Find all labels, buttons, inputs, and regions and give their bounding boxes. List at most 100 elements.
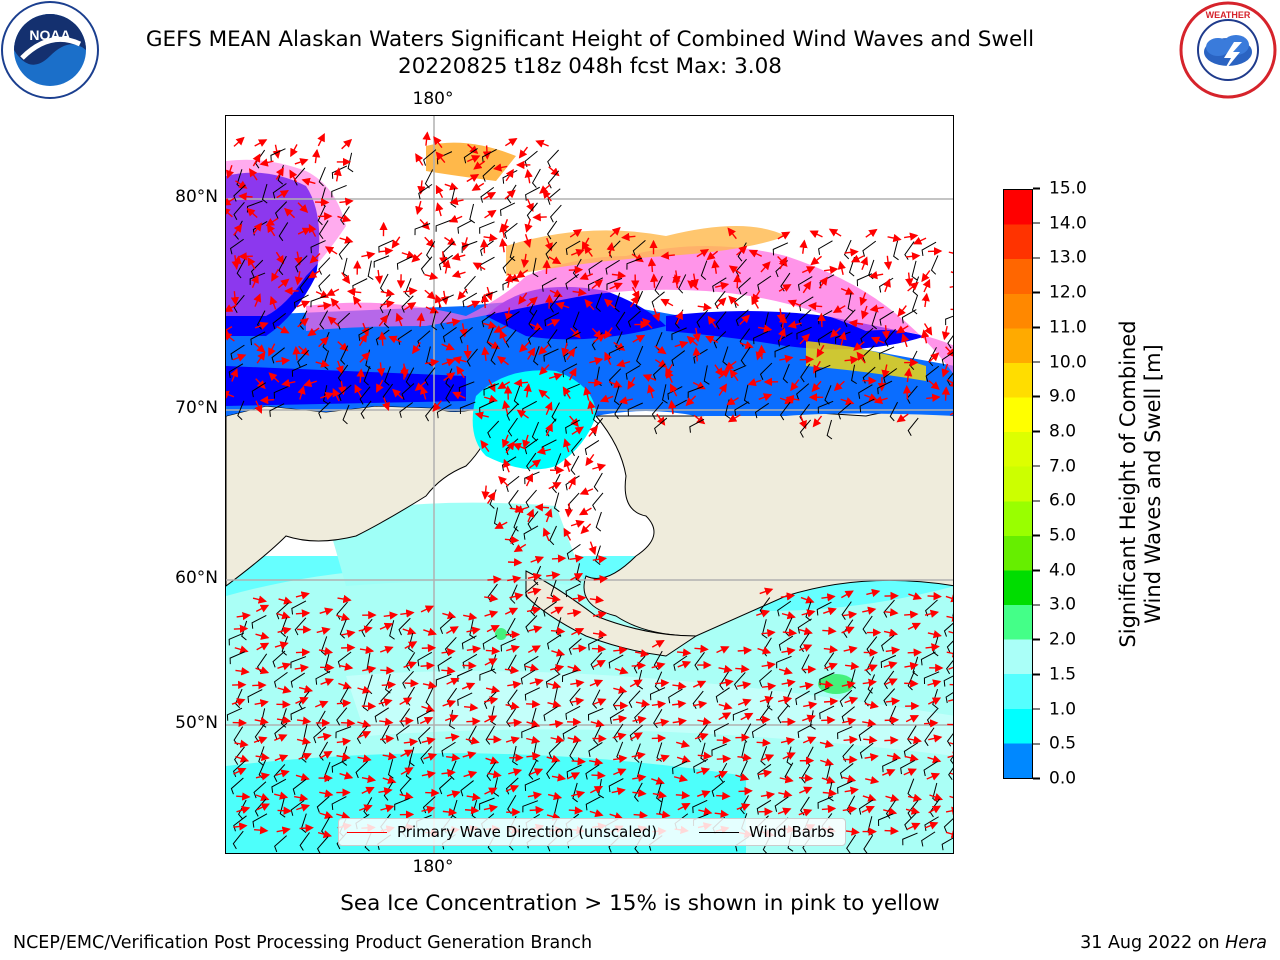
wave-direction-arrow xyxy=(904,661,919,671)
wind-barb xyxy=(635,290,644,311)
wind-barb xyxy=(331,165,348,179)
colorbar-tick: 12.0 xyxy=(1033,284,1103,302)
wave-direction-arrow xyxy=(549,719,564,729)
wind-barb xyxy=(777,705,789,724)
wave-direction-arrow xyxy=(570,327,581,339)
wind-barb xyxy=(777,600,792,617)
wave-direction-arrow xyxy=(603,327,613,340)
wind-barb xyxy=(592,492,604,511)
wave-direction-arrow xyxy=(433,136,443,149)
wave-direction-arrow xyxy=(380,666,395,675)
wave-direction-arrow xyxy=(497,355,509,366)
wave-direction-arrow xyxy=(403,302,417,311)
wave-direction-arrow xyxy=(303,379,317,388)
wave-direction-arrow xyxy=(655,718,670,727)
wind-barb xyxy=(526,202,538,221)
wave-direction-arrow xyxy=(718,383,727,396)
wave-direction-arrow xyxy=(473,160,486,170)
wave-direction-arrow xyxy=(853,341,865,351)
wind-barb xyxy=(751,723,767,739)
wave-direction-arrow xyxy=(254,699,269,708)
nws-logo: WEATHER xyxy=(1178,0,1278,100)
colorbar-tick: 6.0 xyxy=(1033,492,1103,510)
wave-direction-arrow xyxy=(512,442,527,451)
wave-direction-arrow xyxy=(466,174,480,183)
wind-barb xyxy=(761,619,768,639)
wave-direction-arrow xyxy=(226,165,234,179)
wind-barb xyxy=(405,367,415,387)
wave-direction-arrow xyxy=(903,232,919,241)
wave-direction-arrow xyxy=(544,508,553,523)
wave-direction-arrow xyxy=(550,664,565,673)
wind-barb xyxy=(945,315,953,326)
wave-direction-arrow xyxy=(593,575,609,584)
wind-barb xyxy=(401,383,415,400)
wave-direction-arrow xyxy=(927,697,942,706)
wave-direction-arrow xyxy=(716,754,732,764)
wind-barb xyxy=(233,184,246,202)
wave-direction-arrow xyxy=(424,272,439,281)
map-panel[interactable] xyxy=(225,115,954,854)
wind-barb xyxy=(774,344,790,358)
wave-direction-arrow xyxy=(505,168,514,182)
wave-direction-arrow xyxy=(546,812,561,821)
wave-direction-arrow xyxy=(382,775,397,784)
wind-barb xyxy=(512,745,518,766)
wind-barb xyxy=(313,726,327,744)
wave-direction-arrow xyxy=(259,395,275,405)
wave-direction-arrow xyxy=(513,378,529,388)
wave-direction-arrow xyxy=(501,434,510,449)
wind-barb xyxy=(712,277,727,293)
wave-direction-arrow xyxy=(297,317,309,328)
wave-direction-arrow xyxy=(781,678,796,688)
wind-barb xyxy=(851,364,857,385)
wind-barb xyxy=(866,656,875,676)
wind-barb xyxy=(786,746,793,766)
wind-barb xyxy=(292,778,307,795)
wave-direction-arrow xyxy=(456,365,465,379)
wave-direction-arrow xyxy=(579,487,594,496)
wave-direction-arrow xyxy=(781,647,796,656)
wave-direction-arrow xyxy=(564,503,574,518)
wave-direction-arrow xyxy=(613,768,627,777)
wave-direction-arrow xyxy=(359,352,371,363)
wind-barb xyxy=(426,241,436,261)
wind-barb xyxy=(531,168,541,188)
wave-direction-arrow xyxy=(535,139,549,148)
wave-direction-arrow xyxy=(924,821,939,830)
wave-direction-arrow xyxy=(821,593,836,602)
wave-direction-arrow xyxy=(949,285,953,289)
wave-direction-arrow xyxy=(529,768,544,776)
wave-direction-arrow xyxy=(907,822,921,831)
wave-direction-arrow xyxy=(843,735,858,745)
wave-direction-arrow xyxy=(354,384,363,398)
wave-direction-arrow xyxy=(927,592,942,601)
wave-direction-arrow xyxy=(451,252,466,261)
wave-direction-arrow xyxy=(569,228,583,238)
wave-direction-arrow xyxy=(339,235,354,244)
wave-direction-arrow xyxy=(298,752,312,761)
wind-barb xyxy=(335,726,352,739)
wave-direction-arrow xyxy=(504,665,520,675)
wind-barb xyxy=(668,688,683,704)
wave-direction-arrow xyxy=(294,158,309,167)
wave-direction-arrow xyxy=(423,752,438,761)
wind-barb xyxy=(505,475,520,493)
wave-direction-arrow xyxy=(883,278,891,293)
wind-barb xyxy=(778,332,793,347)
wave-direction-arrow xyxy=(466,717,481,726)
colorbar-ticks: 15.0 14.0 13.0 12.0 11.0 10.0 9.0 8.0 7.0 6.0 5.0 4… xyxy=(1033,180,1093,787)
wave-direction-arrow xyxy=(493,163,508,172)
legend-barb-line xyxy=(699,832,739,833)
wave-direction-arrow xyxy=(718,369,730,379)
wave-direction-arrow xyxy=(504,189,516,200)
wave-direction-arrow xyxy=(716,791,731,801)
wind-barb xyxy=(507,417,518,437)
wave-direction-arrow xyxy=(296,736,312,745)
wind-barb xyxy=(253,781,267,799)
wave-direction-arrow xyxy=(571,790,586,799)
wind-barb xyxy=(572,782,578,803)
wave-direction-arrow xyxy=(466,300,481,309)
wave-direction-arrow xyxy=(838,331,847,346)
wave-direction-arrow xyxy=(588,541,597,556)
